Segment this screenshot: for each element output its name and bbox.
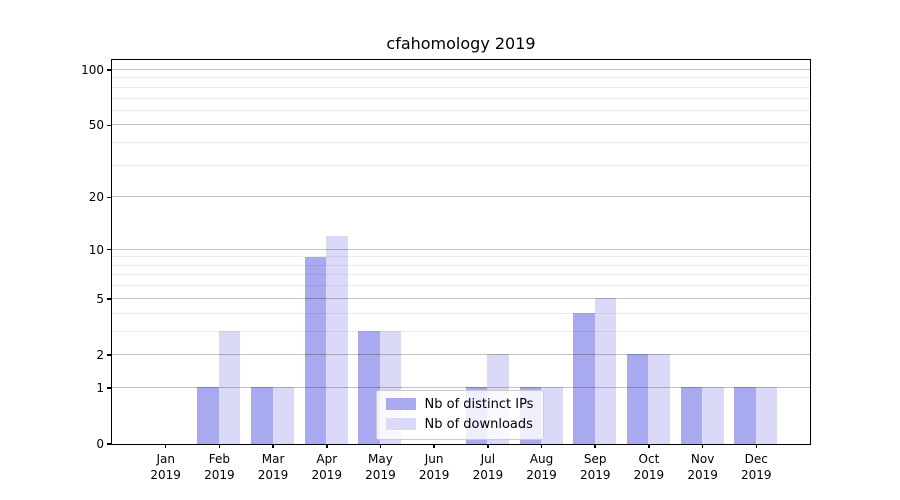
bar-nb-of-downloads-sep [594, 298, 617, 444]
gridline-5 [111, 297, 810, 299]
y-tick-mark [106, 69, 111, 71]
x-tick-mark [755, 444, 758, 448]
y-tick-label-100: 100 [81, 63, 104, 77]
bar-nb-of-downloads-apr [326, 235, 348, 444]
bar-nb-of-distinct-ips-mar [251, 387, 273, 444]
bar-nb-of-distinct-ips-oct [626, 354, 649, 444]
legend-label-distinct-ips: Nb of distinct IPs [424, 396, 534, 412]
x-tick-mark [272, 444, 274, 448]
gridline-90 [111, 77, 810, 79]
y-tick-label-20: 20 [88, 190, 104, 205]
x-tick-label-jan: Jan 2019 [150, 452, 181, 482]
x-tick-mark [218, 444, 221, 448]
x-tick-label-oct: Oct 2019 [633, 452, 665, 482]
gridline-2 [111, 353, 810, 355]
bar-nb-of-downloads-nov [702, 387, 724, 444]
y-tick-label-5: 5 [96, 291, 104, 306]
x-tick-mark [164, 444, 167, 448]
bar-nb-of-downloads-aug [541, 387, 563, 444]
bar-nb-of-distinct-ips-may [358, 331, 380, 444]
x-tick-mark [701, 444, 704, 448]
gridline-6 [111, 285, 810, 287]
y-tick-mark [106, 248, 111, 251]
x-tick-label-jul: Jul 2019 [472, 452, 504, 482]
x-tick-label-may: May 2019 [365, 452, 396, 482]
x-tick-mark [594, 444, 596, 448]
bar-nb-of-distinct-ips-feb [197, 387, 219, 444]
x-tick-mark [648, 444, 650, 448]
x-tick-label-jun: Jun 2019 [418, 452, 450, 482]
downloads-swatch-icon [385, 418, 416, 430]
gridline-10 [111, 248, 810, 250]
x-tick-label-mar: Mar 2019 [257, 452, 289, 482]
legend-entry-downloads: Nb of downloads [385, 416, 534, 432]
y-tick-label-10: 10 [88, 242, 104, 257]
bar-nb-of-downloads-dec [755, 387, 778, 444]
x-tick-mark [540, 444, 543, 448]
plot-area: Nb of distinct IPs Nb of downloads [110, 58, 811, 445]
gridline-20 [111, 196, 810, 198]
chart-title: cfahomology 2019 [386, 34, 536, 53]
x-tick-mark [433, 444, 435, 448]
bar-nb-of-distinct-ips-sep [573, 313, 595, 444]
bar-nb-of-distinct-ips-apr [304, 256, 327, 444]
gridline-30 [111, 164, 810, 166]
gridline-80 [111, 86, 810, 88]
gridline-7 [111, 274, 810, 276]
distinct-ips-swatch-icon [385, 398, 416, 410]
x-tick-label-feb: Feb 2019 [204, 452, 235, 482]
gridline-50 [111, 124, 810, 126]
y-tick-label-50: 50 [88, 118, 104, 133]
x-tick-mark [326, 444, 328, 448]
bar-nb-of-distinct-ips-dec [734, 387, 756, 444]
x-tick-mark [379, 444, 382, 448]
gridline-60 [111, 109, 810, 111]
y-tick-mark [106, 124, 111, 127]
bar-nb-of-downloads-mar [272, 387, 295, 444]
bar-nb-of-downloads-oct [648, 354, 670, 444]
gridline-3 [111, 330, 810, 332]
x-tick-label-sep: Sep 2019 [579, 452, 611, 482]
x-tick-label-dec: Dec 2019 [741, 452, 772, 482]
y-tick-label-0: 0 [96, 437, 104, 451]
y-tick-label-2: 2 [96, 347, 104, 362]
y-tick-mark [106, 196, 111, 199]
x-tick-label-nov: Nov 2019 [687, 452, 718, 482]
x-tick-label-apr: Apr 2019 [311, 452, 343, 482]
gridline-40 [111, 142, 810, 144]
gridline-70 [111, 97, 810, 99]
y-tick-label-1: 1 [96, 380, 104, 395]
gridline-4 [111, 312, 810, 314]
x-tick-label-aug: Aug 2019 [526, 452, 557, 482]
gridline-9 [111, 256, 810, 258]
gridline-100 [111, 69, 810, 70]
y-tick-mark [106, 354, 111, 356]
legend: Nb of distinct IPs Nb of downloads [375, 389, 545, 440]
gridline-8 [111, 264, 810, 266]
x-tick-mark [487, 444, 489, 448]
bar-nb-of-downloads-feb [218, 331, 241, 444]
legend-entry-distinct-ips: Nb of distinct IPs [385, 396, 534, 412]
y-tick-mark [106, 387, 111, 389]
y-tick-mark [106, 298, 111, 300]
bar-nb-of-distinct-ips-nov [680, 387, 703, 444]
legend-label-downloads: Nb of downloads [424, 416, 533, 432]
y-tick-mark [106, 443, 111, 445]
